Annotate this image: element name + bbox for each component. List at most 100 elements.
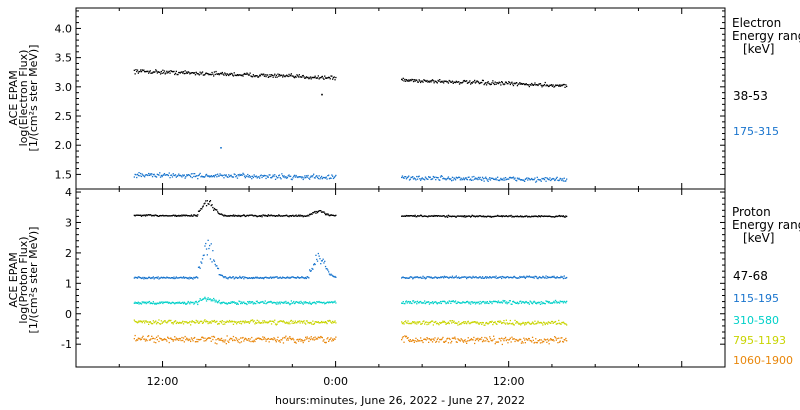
- data-point: [566, 300, 568, 302]
- data-point: [465, 341, 467, 343]
- data-point: [159, 302, 162, 304]
- data-point: [305, 76, 308, 78]
- data-point: [315, 303, 317, 305]
- data-point: [246, 175, 248, 178]
- data-point: [333, 176, 335, 179]
- data-point: [401, 321, 403, 323]
- data-point: [481, 215, 483, 218]
- data-point: [295, 76, 297, 78]
- data-point: [556, 337, 558, 340]
- data-point: [539, 321, 542, 324]
- data-point: [310, 322, 312, 324]
- data-point: [320, 301, 322, 303]
- data-point: [304, 302, 306, 304]
- data-point: [146, 339, 148, 342]
- data-point: [136, 214, 138, 216]
- data-point: [401, 215, 404, 217]
- data-point: [513, 324, 515, 326]
- data-point: [326, 178, 328, 180]
- data-point: [167, 215, 170, 217]
- data-point: [290, 303, 292, 305]
- data-point: [307, 214, 309, 216]
- data-point: [462, 276, 464, 278]
- data-point: [294, 320, 296, 322]
- data-point: [511, 81, 513, 83]
- data-point: [405, 300, 408, 302]
- data-point: [211, 176, 213, 178]
- data-point: [274, 323, 277, 325]
- data-point: [520, 342, 523, 344]
- data-point: [264, 276, 266, 278]
- data-point: [266, 302, 268, 304]
- data-point: [317, 301, 319, 303]
- data-point: [296, 276, 298, 279]
- data-point: [288, 276, 290, 279]
- data-point: [156, 72, 158, 74]
- data-point: [186, 214, 188, 216]
- data-point: [159, 337, 161, 339]
- data-point: [209, 298, 212, 300]
- data-point: [420, 277, 423, 279]
- data-point: [236, 177, 239, 179]
- data-point: [163, 321, 165, 323]
- data-point: [517, 340, 519, 342]
- data-point: [205, 173, 208, 176]
- data-point: [502, 299, 504, 302]
- data-point: [193, 276, 195, 279]
- data-point: [325, 341, 327, 344]
- data-point: [180, 215, 182, 217]
- data-point: [521, 301, 523, 303]
- data-point: [545, 322, 547, 324]
- data-point: [493, 300, 496, 303]
- data-point: [164, 73, 166, 75]
- data-point: [270, 214, 272, 216]
- data-point: [201, 298, 204, 300]
- data-point: [147, 321, 149, 323]
- data-point: [285, 322, 287, 324]
- data-point: [420, 179, 422, 181]
- data-point: [248, 340, 250, 342]
- data-point: [279, 276, 281, 278]
- data-point: [514, 276, 516, 278]
- data-point: [519, 215, 521, 218]
- data-point: [565, 337, 567, 340]
- data-point: [453, 177, 455, 179]
- data-point: [259, 322, 262, 324]
- data-point: [537, 216, 539, 218]
- data-point: [169, 320, 171, 322]
- data-point: [166, 322, 168, 324]
- data-point: [401, 302, 403, 304]
- data-point: [425, 301, 427, 304]
- data-point: [520, 323, 523, 325]
- data-point: [443, 215, 445, 217]
- data-point: [461, 215, 463, 218]
- data-point: [177, 174, 179, 177]
- data-point: [286, 322, 289, 324]
- data-point: [423, 79, 425, 81]
- data-point: [133, 214, 135, 216]
- data-point: [485, 322, 487, 324]
- data-point: [235, 321, 237, 323]
- data-point: [261, 176, 263, 179]
- data-point: [555, 84, 557, 87]
- data-point: [466, 179, 469, 181]
- data-point: [461, 302, 463, 304]
- data-point: [427, 81, 429, 83]
- data-point: [561, 85, 563, 87]
- data-point: [469, 276, 471, 278]
- data-point: [544, 81, 546, 84]
- data-point: [169, 302, 171, 304]
- data-point: [502, 276, 504, 278]
- data-point: [421, 215, 423, 218]
- data-point: [274, 215, 276, 217]
- data-point: [174, 339, 177, 341]
- data-point: [149, 302, 151, 305]
- data-point: [240, 277, 242, 279]
- data-point: [197, 301, 200, 303]
- data-point: [557, 277, 559, 279]
- data-point: [213, 299, 216, 301]
- data-point: [485, 340, 487, 342]
- data-point: [527, 179, 529, 181]
- data-point: [439, 179, 441, 181]
- data-point: [255, 302, 257, 305]
